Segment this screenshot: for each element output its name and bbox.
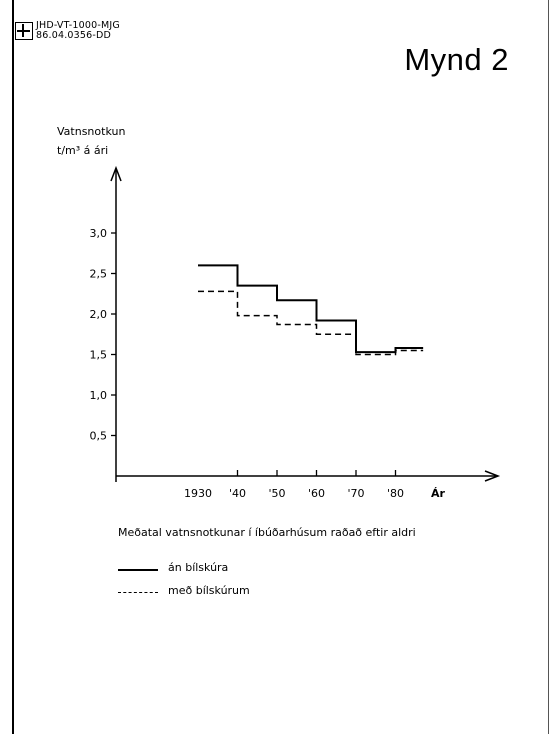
- legend-label-dashed: með bílskúrum: [168, 584, 250, 597]
- left-frame-line: [12, 0, 14, 734]
- y-tick-label: 2,5: [90, 268, 108, 281]
- y-axis-arrow-icon: [110, 165, 122, 182]
- reference-code: JHD-VT-1000-MJG 86.04.0356-DD: [36, 21, 120, 41]
- x-tick-label: '70: [347, 487, 364, 500]
- y-tick-label: 2,0: [90, 308, 108, 321]
- y-tick-label: 1,0: [90, 389, 108, 402]
- y-tick-label: 3,0: [90, 227, 108, 240]
- y-axis-label-line-1: Vatnsnotkun: [57, 125, 125, 138]
- legend-solid-line-icon: [118, 569, 158, 571]
- figure-title: Mynd 2: [404, 42, 509, 77]
- x-tick-label: '80: [387, 487, 404, 500]
- series-group: [198, 264, 424, 356]
- x-axis-label: Ár: [431, 487, 446, 500]
- x-tick-label: '60: [308, 487, 325, 500]
- chart-caption: Meðatal vatnsnotkunar í íbúðarhúsum raða…: [118, 526, 416, 539]
- y-tick-label: 1,5: [90, 349, 108, 362]
- y-tick-label: 0,5: [90, 430, 108, 443]
- legend-label-solid: án bílskúra: [168, 561, 229, 574]
- reference-code-line-1: JHD-VT-1000-MJG: [36, 20, 120, 31]
- x-tick-label: 1930: [184, 487, 212, 500]
- x-axis-arrow-icon: [484, 470, 501, 482]
- y-ticks-group: 0,5 1,0 1,5 2,0 2,5 3,0: [90, 227, 116, 443]
- x-tick-label: '40: [229, 487, 246, 500]
- reference-code-line-2: 86.04.0356-DD: [36, 30, 112, 41]
- series-solid-line: [198, 264, 424, 354]
- legend-dashed-line-icon: [118, 592, 158, 593]
- x-ticks-group: 1930 '40 '50 '60 '70 '80: [184, 470, 404, 500]
- x-tick-label: '50: [268, 487, 285, 500]
- institution-logo-icon: [15, 22, 33, 40]
- y-axis-label-line-2: t/m³ á ári: [57, 144, 108, 157]
- right-frame-line: [548, 0, 549, 734]
- series-dashed-line: [198, 290, 424, 356]
